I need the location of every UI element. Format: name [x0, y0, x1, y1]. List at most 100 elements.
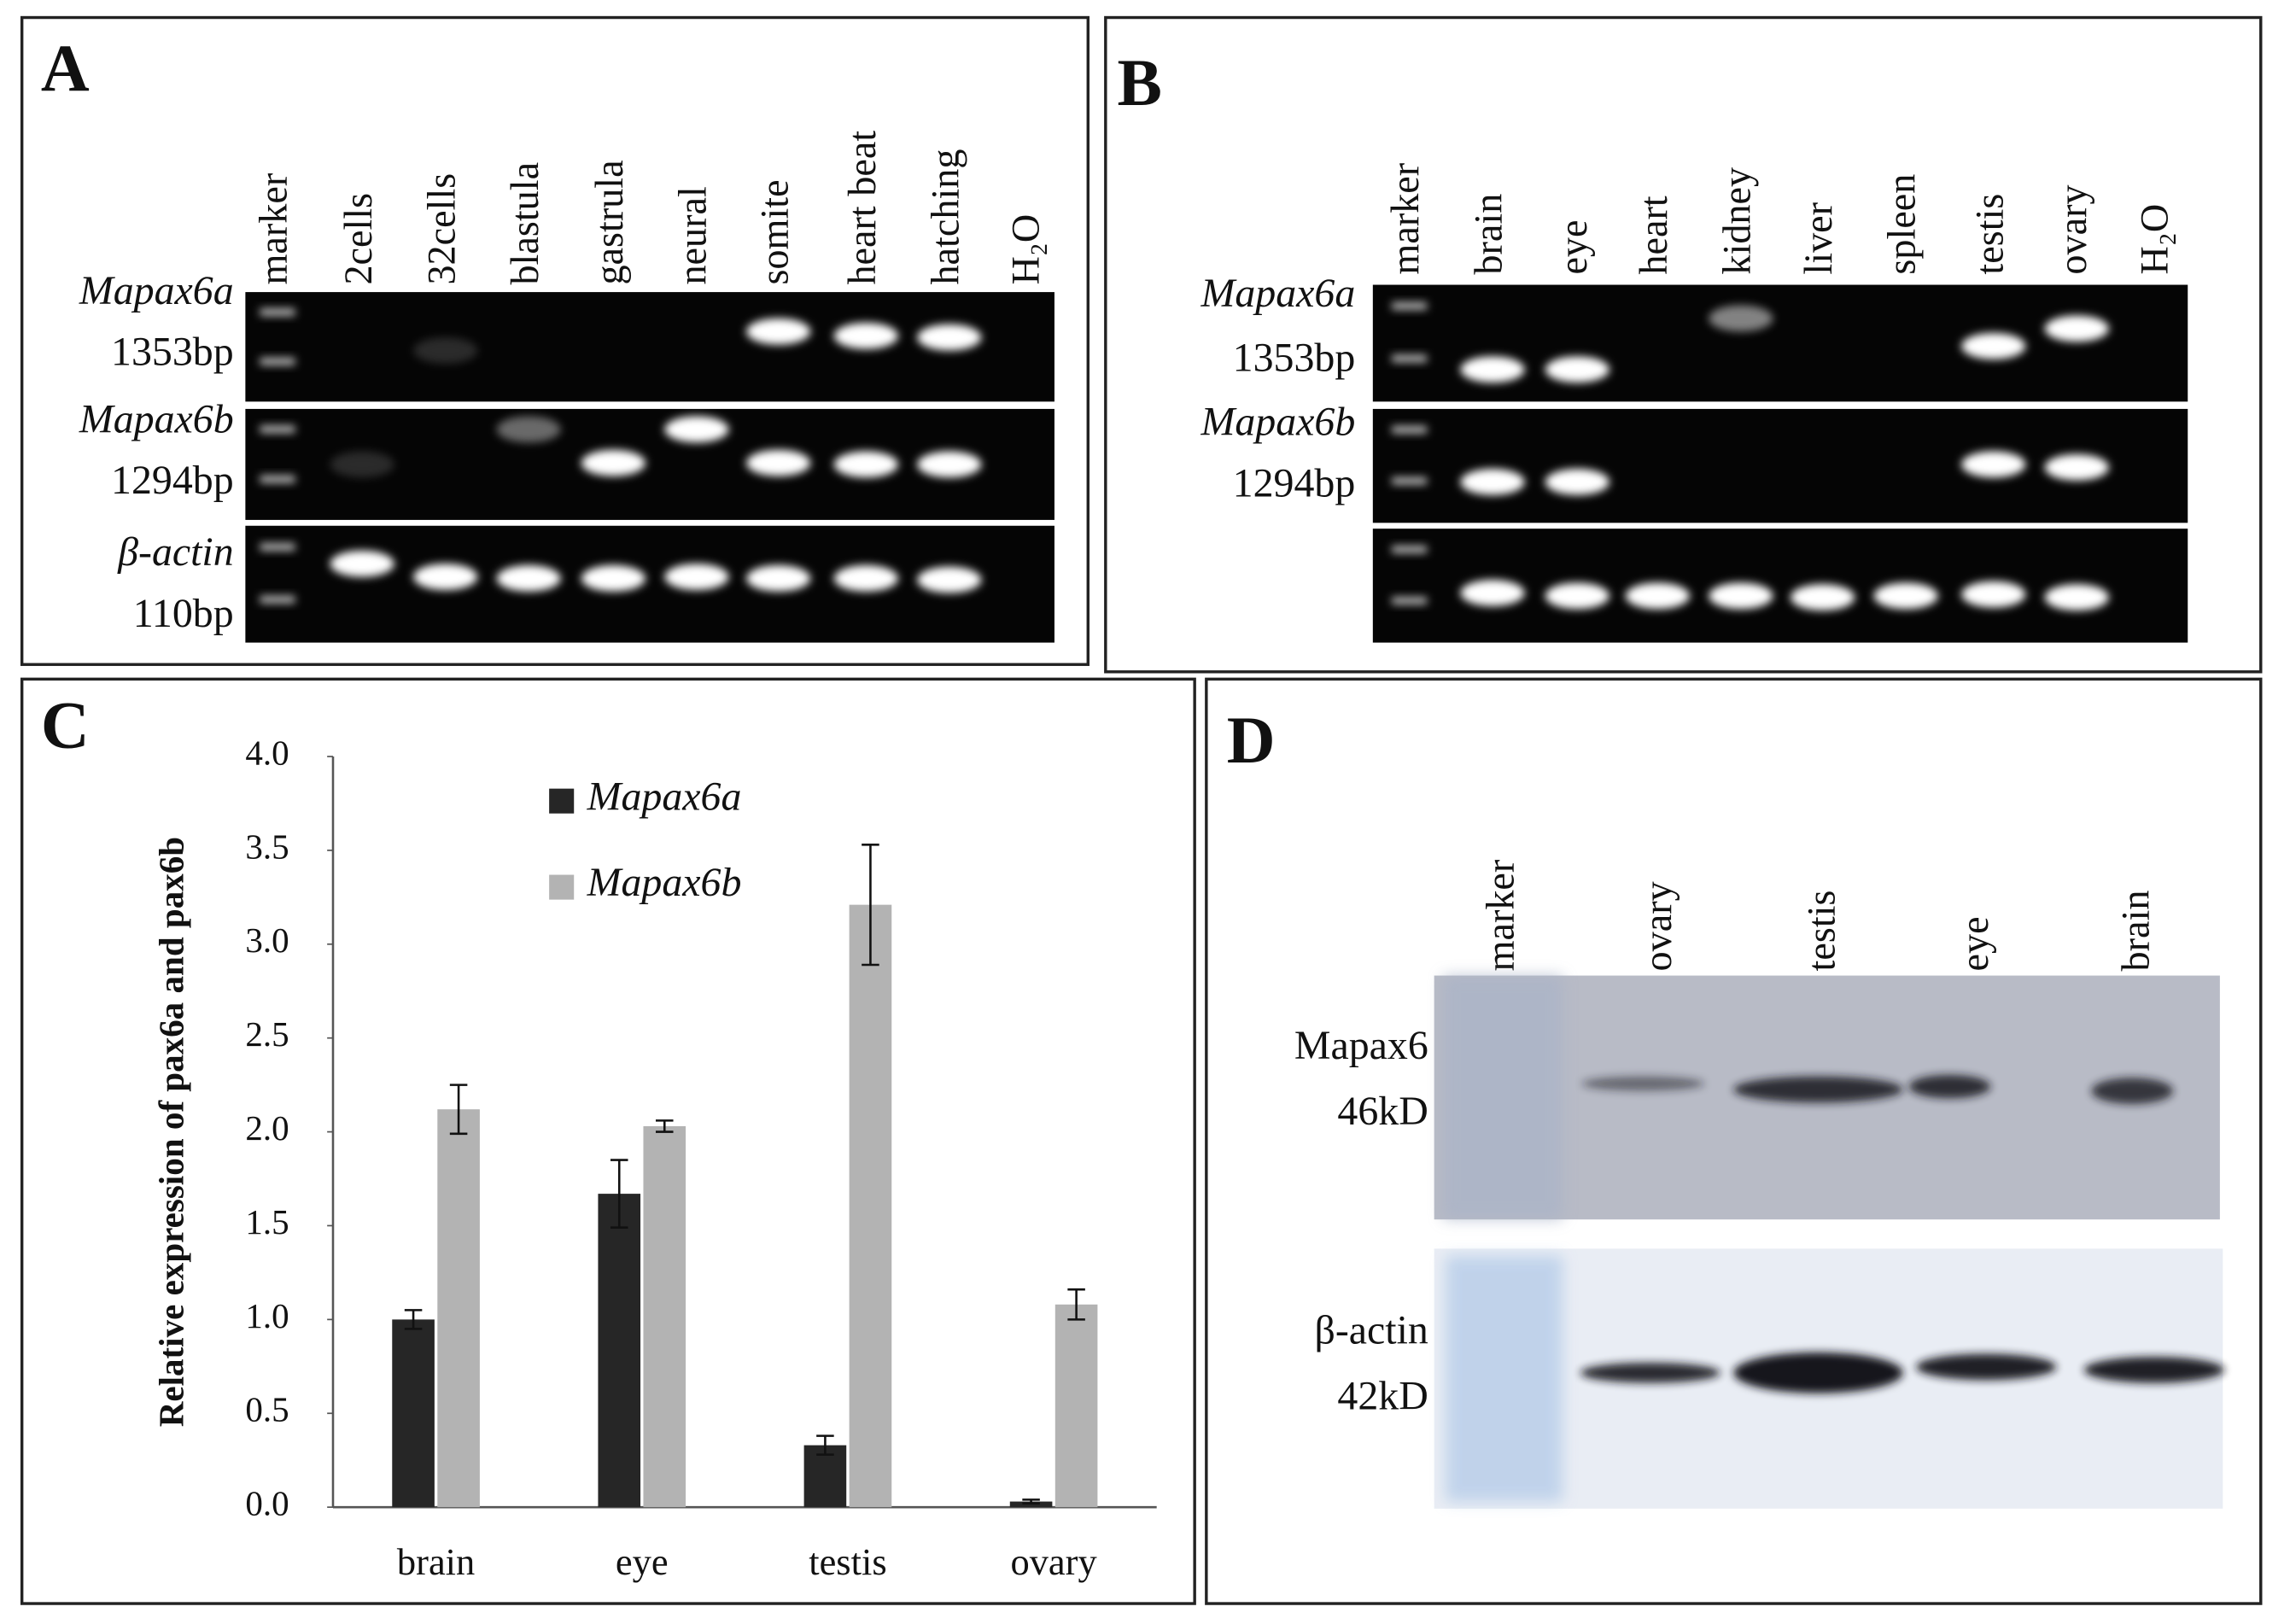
row-size: 1294bp [1233, 461, 1356, 506]
y-tick-label: 2.0 [245, 1108, 289, 1148]
panel-letter: A [41, 32, 90, 106]
band [664, 416, 729, 443]
band [1580, 1362, 1720, 1383]
band [2083, 1356, 2225, 1383]
lane-label: spleen [1880, 174, 1924, 275]
error-bar [816, 1434, 834, 1456]
lane-label: marker [1383, 163, 1427, 275]
ladder-band [260, 358, 295, 365]
band [1916, 1353, 2057, 1381]
lane-label: H₂O [1003, 214, 1047, 285]
bar [437, 1109, 480, 1508]
error-bar [862, 844, 879, 967]
band [2044, 315, 2109, 342]
band [1460, 580, 1525, 606]
band [1908, 1074, 1991, 1099]
band [1791, 584, 1855, 610]
panel-letter: D [1227, 704, 1276, 778]
band [1545, 469, 1609, 495]
row-size: 46kD [1337, 1089, 1428, 1134]
legend-label: Mapax6b [587, 860, 742, 905]
y-tick-label: 2.5 [245, 1014, 289, 1054]
error-bar [610, 1159, 628, 1229]
lane-label: eye [1551, 219, 1595, 274]
band [746, 449, 811, 476]
band [330, 550, 394, 577]
bar [849, 904, 892, 1508]
panel-frame [20, 677, 1196, 1605]
band [2044, 453, 2109, 481]
band [1625, 582, 1690, 610]
row-protein: β-actin [1314, 1308, 1428, 1353]
lane-label: H₂O [2133, 204, 2176, 275]
lane-label: kidney [1715, 167, 1758, 275]
band [1545, 356, 1609, 383]
band [1460, 356, 1525, 383]
y-tick-label: 0.5 [245, 1390, 289, 1429]
band [1961, 451, 2026, 478]
lane-label: 32cells [419, 173, 463, 285]
bar [598, 1194, 641, 1508]
lane-label: hatching [923, 149, 967, 285]
row-protein: Mapax6 [1294, 1023, 1428, 1068]
band [413, 564, 478, 591]
band [746, 564, 811, 592]
band [1961, 332, 2026, 359]
y-tick-label: 3.5 [245, 827, 289, 866]
band [413, 337, 478, 364]
band [1581, 1076, 1705, 1091]
ladder-band [260, 595, 295, 604]
band [664, 564, 729, 591]
bar [643, 1125, 686, 1508]
bar [392, 1319, 435, 1508]
gel [1372, 284, 2188, 402]
y-tick-label: 1.5 [245, 1202, 289, 1241]
panel-frame [1205, 677, 2263, 1605]
x-tick-label: testis [809, 1540, 886, 1583]
band [746, 318, 811, 345]
band [1873, 582, 1938, 610]
lane-label: brain [2113, 891, 2157, 972]
legend-swatch [549, 874, 575, 900]
lane-label: heart beat [840, 131, 884, 285]
error-bar [1022, 1498, 1040, 1505]
panel-frame [20, 15, 1090, 666]
row-size: 1294bp [111, 458, 234, 503]
row-gene: Mapax6b [79, 396, 234, 441]
ladder-band [1392, 354, 1428, 363]
ladder-band [1392, 302, 1428, 310]
row-size: 1353bp [111, 330, 234, 375]
panel-letter: B [1118, 46, 1162, 120]
lane-label: brain [1467, 194, 1510, 275]
band [1733, 1352, 1903, 1393]
band [581, 449, 646, 476]
y-tick-label: 4.0 [245, 733, 289, 772]
band [496, 416, 561, 443]
band [330, 451, 394, 478]
row-size: 110bp [133, 591, 234, 636]
row-size: 1353bp [1233, 335, 1356, 380]
bar [1054, 1304, 1098, 1508]
row-gene: β-actin [117, 529, 234, 575]
error-bar [404, 1309, 423, 1330]
lane-label: 2cells [336, 193, 380, 285]
ladder-band [260, 425, 295, 433]
lane-label: blastula [503, 162, 546, 285]
x-tick-label: brain [397, 1540, 475, 1583]
lane-label: testis [1967, 194, 2011, 275]
band [917, 451, 982, 478]
band [581, 564, 646, 592]
y-tick-label: 0.0 [245, 1484, 289, 1523]
band [2091, 1078, 2174, 1105]
band [833, 564, 898, 592]
marker-lane [1442, 975, 1563, 1220]
band [1961, 581, 2026, 608]
ladder-band [1392, 546, 1428, 553]
band [496, 564, 561, 592]
row-gene: Mapax6b [1200, 400, 1355, 445]
ladder-band [260, 475, 295, 483]
band [1709, 582, 1773, 610]
lane-label: somite [752, 179, 796, 284]
